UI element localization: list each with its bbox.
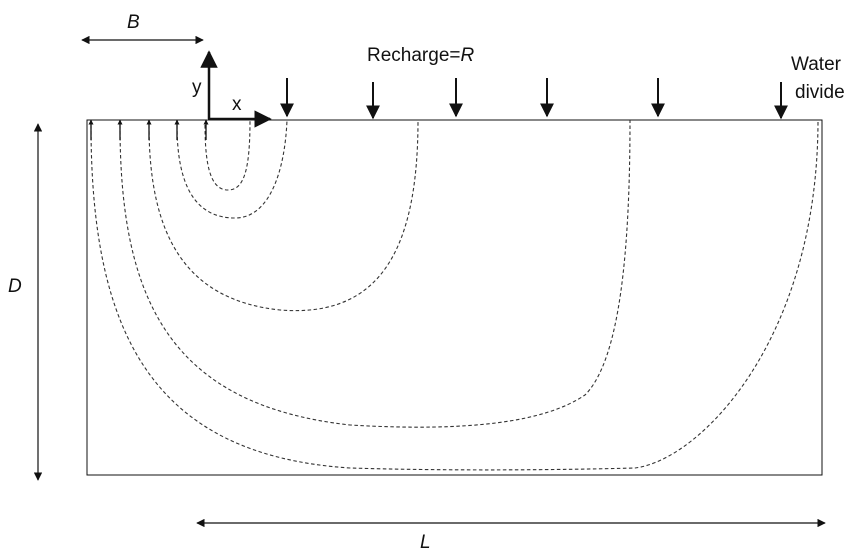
flowline-5 [90, 119, 819, 471]
x-axis-label: x [232, 94, 242, 115]
flowline-2 [176, 119, 288, 219]
l-dimension-label: L [420, 532, 431, 550]
discharge-arrows [88, 119, 209, 140]
d-dimension-label: D [8, 276, 22, 297]
flowlines [90, 119, 819, 471]
recharge-arrows [280, 78, 788, 120]
b-dimension-label: B [127, 12, 140, 33]
recharge-label-symbol: R [460, 45, 474, 66]
flowline-4 [119, 119, 631, 428]
recharge-label-prefix: Recharge= [367, 45, 460, 66]
flowline-3 [148, 119, 419, 312]
water-divide-label-line1: Water [791, 54, 842, 75]
water-divide-label-line2: divide [795, 82, 845, 103]
coordinate-axes [200, 50, 272, 128]
y-axis-label: y [192, 77, 202, 98]
flowline-1 [204, 119, 251, 191]
recharge-label: Recharge=R [367, 45, 474, 66]
aquifer-boundary [86, 119, 823, 476]
